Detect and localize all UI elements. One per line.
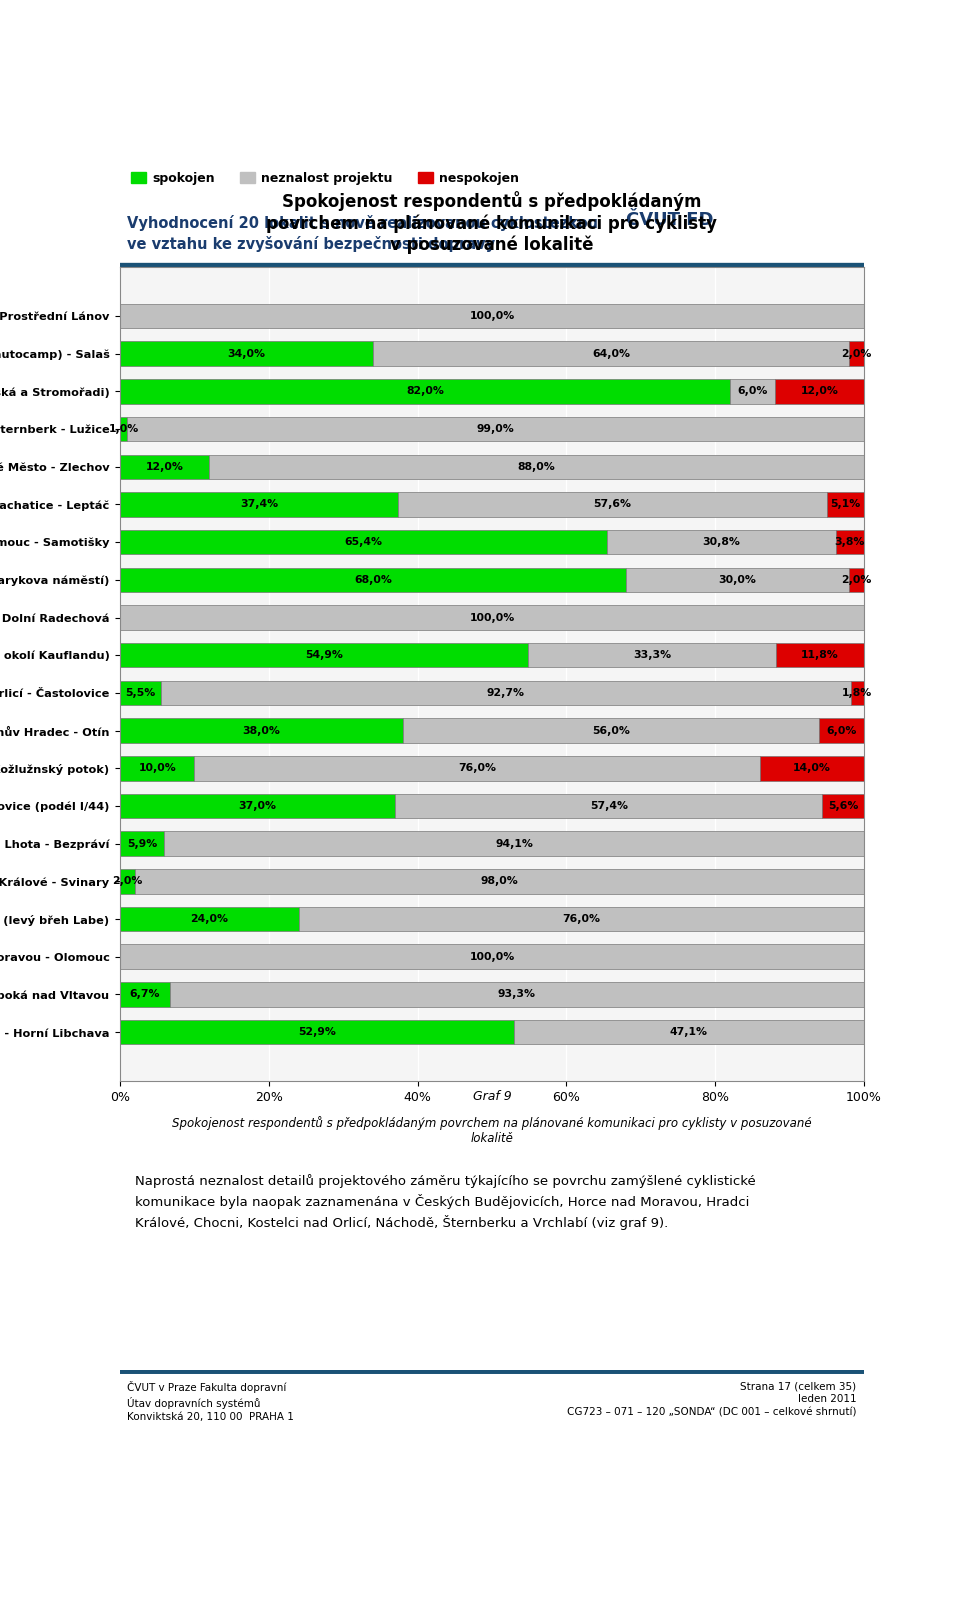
Text: 24,0%: 24,0%: [190, 914, 228, 924]
Bar: [120, 417, 128, 441]
Bar: [120, 379, 731, 404]
Text: 94,1%: 94,1%: [495, 838, 533, 849]
Text: 10,0%: 10,0%: [138, 763, 176, 773]
Bar: [398, 493, 827, 517]
Text: 5,6%: 5,6%: [828, 801, 858, 810]
Text: 2,0%: 2,0%: [841, 575, 872, 585]
Bar: [396, 794, 823, 819]
Bar: [626, 567, 850, 592]
Text: 2,0%: 2,0%: [112, 877, 143, 887]
Bar: [120, 869, 134, 893]
Bar: [607, 530, 836, 554]
Text: 12,0%: 12,0%: [146, 462, 183, 472]
Text: 57,4%: 57,4%: [589, 801, 628, 810]
Bar: [120, 945, 864, 969]
Text: 6,0%: 6,0%: [737, 386, 768, 397]
Legend: spokojen, neznalost projektu, nespokojen: spokojen, neznalost projektu, nespokojen: [127, 167, 524, 190]
Bar: [120, 755, 194, 781]
Bar: [120, 342, 372, 366]
Bar: [120, 567, 626, 592]
Bar: [120, 530, 607, 554]
Text: ČVUT FD: ČVUT FD: [626, 211, 713, 229]
Text: 11,8%: 11,8%: [802, 650, 839, 660]
Text: 38,0%: 38,0%: [243, 726, 280, 736]
Text: 37,0%: 37,0%: [239, 801, 276, 810]
Bar: [134, 869, 864, 893]
Text: 5,5%: 5,5%: [126, 687, 156, 699]
Text: 6,7%: 6,7%: [130, 989, 160, 1000]
Text: 57,6%: 57,6%: [593, 499, 632, 509]
Bar: [849, 567, 864, 592]
Bar: [170, 982, 864, 1007]
Text: 100,0%: 100,0%: [469, 311, 515, 321]
Bar: [120, 303, 864, 329]
Bar: [403, 718, 820, 742]
Text: Graf 9: Graf 9: [472, 1089, 512, 1102]
Text: 93,3%: 93,3%: [498, 989, 536, 1000]
Text: 99,0%: 99,0%: [477, 425, 515, 434]
Text: 12,0%: 12,0%: [801, 386, 838, 397]
Text: 64,0%: 64,0%: [592, 349, 630, 358]
Bar: [836, 530, 864, 554]
Text: 30,0%: 30,0%: [719, 575, 756, 585]
Text: 5,9%: 5,9%: [127, 838, 157, 849]
Text: 34,0%: 34,0%: [228, 349, 266, 358]
Bar: [128, 417, 864, 441]
Text: Spokojenost respondentů s předpokládaným povrchem na plánované komunikaci pro cy: Spokojenost respondentů s předpokládaným…: [172, 1117, 812, 1144]
Bar: [120, 454, 209, 480]
Text: 54,9%: 54,9%: [305, 650, 343, 660]
Text: 37,4%: 37,4%: [240, 499, 278, 509]
Bar: [209, 454, 864, 480]
Text: 76,0%: 76,0%: [458, 763, 496, 773]
Bar: [120, 982, 170, 1007]
Text: 14,0%: 14,0%: [793, 763, 830, 773]
Text: 33,3%: 33,3%: [634, 650, 671, 660]
Bar: [851, 681, 864, 705]
Bar: [120, 644, 528, 668]
Text: 1,0%: 1,0%: [108, 425, 139, 434]
Text: 30,8%: 30,8%: [702, 537, 740, 548]
Bar: [120, 906, 299, 932]
Text: 82,0%: 82,0%: [406, 386, 444, 397]
Bar: [820, 718, 864, 742]
Text: 65,4%: 65,4%: [345, 537, 382, 548]
Bar: [777, 644, 864, 668]
Text: 98,0%: 98,0%: [481, 877, 518, 887]
Text: 2,0%: 2,0%: [841, 349, 872, 358]
Bar: [823, 794, 864, 819]
Bar: [161, 681, 851, 705]
Text: 52,9%: 52,9%: [298, 1028, 336, 1037]
Bar: [775, 379, 864, 404]
Bar: [514, 1020, 864, 1044]
Text: ČVUT v Praze Fakulta dopravní
Útav dopravních systémů
Konviktská 20, 110 00  PRA: ČVUT v Praze Fakulta dopravní Útav dopra…: [128, 1381, 295, 1423]
Text: Strana 17 (celkem 35)
leden 2011
CG723 – 071 – 120 „SONDA“ (DC 001 – celkové shr: Strana 17 (celkem 35) leden 2011 CG723 –…: [567, 1381, 856, 1418]
Text: Vyhodnocení 20 lokalit s nově realizovanou cyklostezkou
ve vztahu ke zvyšování b: Vyhodnocení 20 lokalit s nově realizovan…: [128, 214, 598, 251]
Text: 68,0%: 68,0%: [354, 575, 392, 585]
Bar: [299, 906, 864, 932]
Bar: [760, 755, 864, 781]
Bar: [120, 493, 398, 517]
Bar: [120, 1020, 514, 1044]
Text: 100,0%: 100,0%: [469, 952, 515, 961]
Text: 47,1%: 47,1%: [670, 1028, 708, 1037]
Bar: [372, 342, 850, 366]
Text: 1,8%: 1,8%: [842, 687, 873, 699]
Text: 3,8%: 3,8%: [834, 537, 865, 548]
Bar: [827, 493, 865, 517]
Bar: [120, 681, 161, 705]
Text: 76,0%: 76,0%: [563, 914, 600, 924]
Bar: [194, 755, 760, 781]
Bar: [849, 342, 864, 366]
Bar: [120, 718, 403, 742]
Title: Spokojenost respondentů s předpokládaným
povrchem na plánované komunikaci pro cy: Spokojenost respondentů s předpokládaným…: [267, 191, 717, 254]
Text: 5,1%: 5,1%: [830, 499, 861, 509]
Bar: [120, 794, 396, 819]
Text: 92,7%: 92,7%: [487, 687, 525, 699]
Bar: [164, 832, 864, 856]
Bar: [528, 644, 777, 668]
Text: 100,0%: 100,0%: [469, 613, 515, 622]
Text: 6,0%: 6,0%: [827, 726, 857, 736]
Bar: [731, 379, 775, 404]
Bar: [120, 605, 864, 631]
Text: 88,0%: 88,0%: [517, 462, 556, 472]
